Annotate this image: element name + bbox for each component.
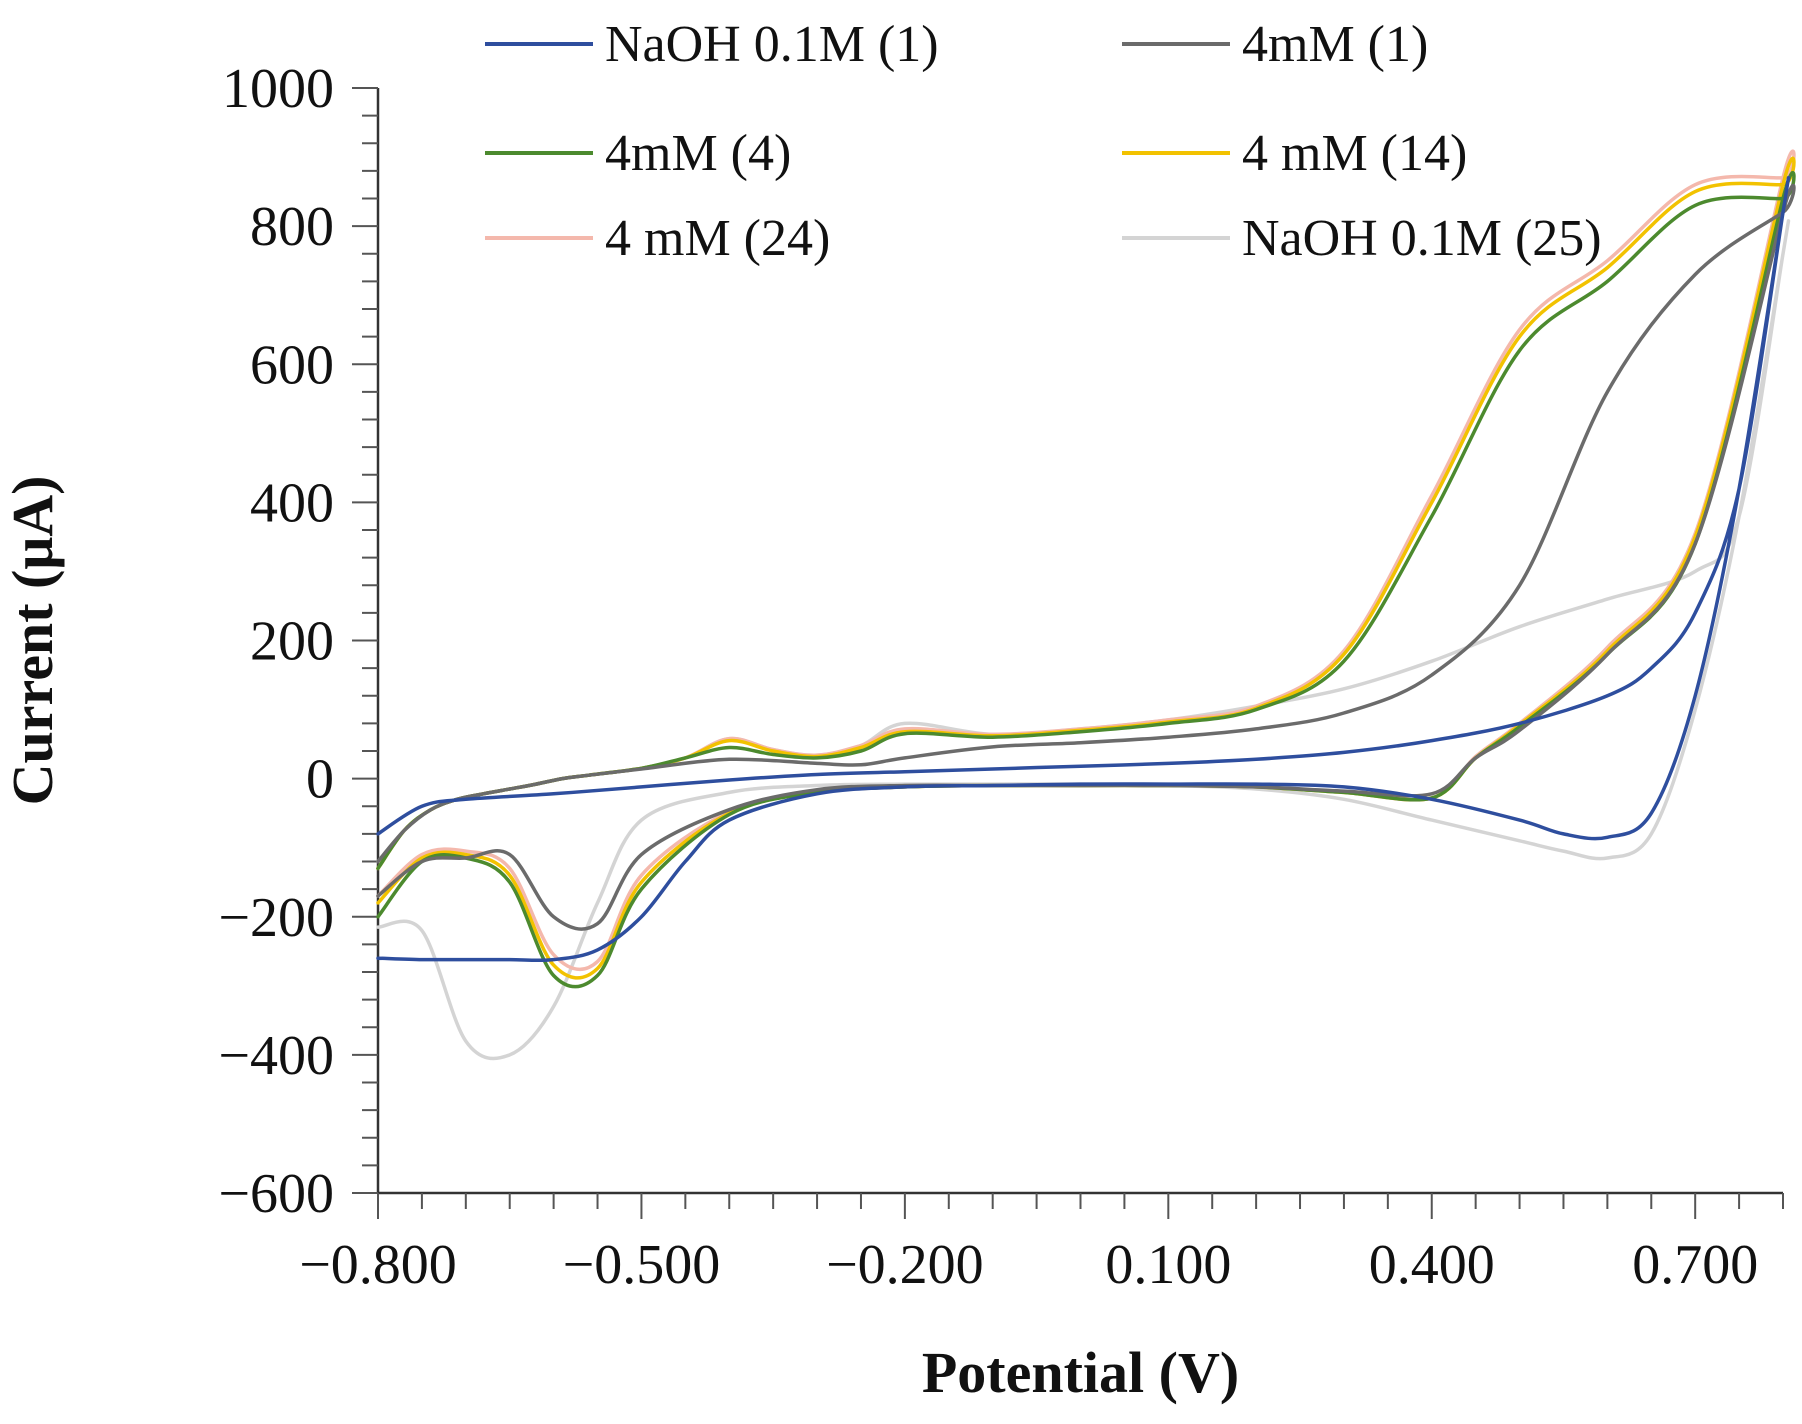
series-line-3 xyxy=(376,170,1796,989)
y-tick-label: 0 xyxy=(306,749,334,811)
legend: NaOH 0.1M (1) 4mM (1) 4mM (4) 4 mM (14) 4 mM… xyxy=(485,16,1602,267)
x-tick-label: −0.500 xyxy=(563,1234,721,1296)
x-axis-ticks: −0.800 −0.500 −0.200 0.100 0.400 0.700 xyxy=(299,1193,1784,1296)
y-tick-label: −200 xyxy=(218,887,334,949)
legend-item-6: NaOH 0.1M (25) xyxy=(1122,210,1602,267)
legend-label: NaOH 0.1M (1) xyxy=(605,16,939,73)
y-axis-title: Current (μA) xyxy=(0,476,65,806)
series-line-5 xyxy=(376,149,1796,972)
x-tick-label: 0.400 xyxy=(1369,1234,1495,1296)
legend-label: NaOH 0.1M (25) xyxy=(1242,210,1602,267)
y-tick-label: −600 xyxy=(218,1163,334,1225)
y-tick-label: −400 xyxy=(218,1025,334,1087)
y-tick-label: 800 xyxy=(250,196,334,258)
legend-label: 4 mM (24) xyxy=(605,210,830,267)
series-line-1 xyxy=(376,176,1791,963)
axes: 1000 800 600 400 200 0 −200 −400 −600 −0.800 −0.5… xyxy=(218,58,1784,1296)
series-line-6 xyxy=(376,219,1791,1061)
series-lines xyxy=(376,149,1796,1061)
y-tick-label: 600 xyxy=(250,334,334,396)
series-line-2 xyxy=(376,183,1796,931)
legend-label: 4mM (4) xyxy=(605,125,791,182)
x-tick-label: 0.100 xyxy=(1105,1234,1231,1296)
x-tick-label: −0.800 xyxy=(299,1234,457,1296)
legend-label: 4mM (1) xyxy=(1242,16,1428,73)
x-tick-label: −0.200 xyxy=(826,1234,984,1296)
legend-item-1: NaOH 0.1M (1) xyxy=(485,16,939,73)
y-tick-label: 400 xyxy=(250,472,334,534)
y-tick-label: 200 xyxy=(250,611,334,673)
legend-item-5: 4 mM (24) xyxy=(485,210,830,267)
x-tick-label: 0.700 xyxy=(1632,1234,1758,1296)
y-tick-label: 1000 xyxy=(222,58,334,120)
legend-item-2: 4mM (1) xyxy=(1122,16,1428,73)
y-axis-ticks: 1000 800 600 400 200 0 −200 −400 −600 xyxy=(218,58,378,1225)
legend-item-3: 4mM (4) xyxy=(485,125,791,182)
x-axis-title: Potential (V) xyxy=(922,1340,1239,1405)
legend-label: 4 mM (14) xyxy=(1242,125,1467,182)
legend-item-4: 4 mM (14) xyxy=(1122,125,1467,182)
